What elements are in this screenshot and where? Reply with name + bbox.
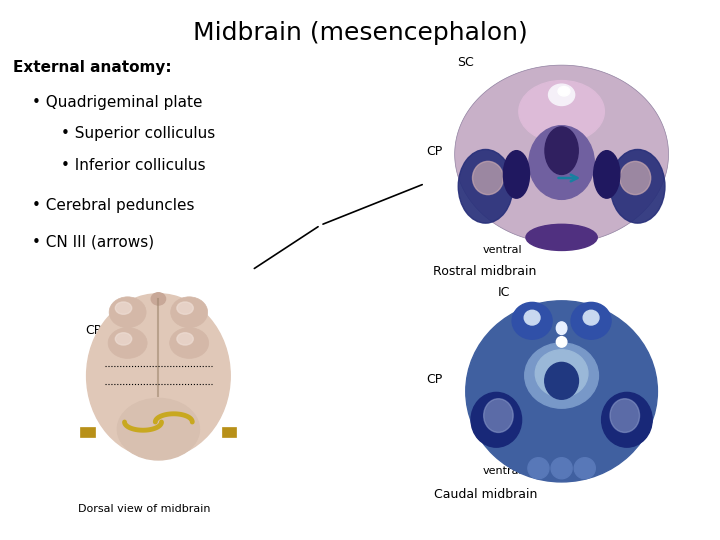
Ellipse shape	[519, 80, 604, 143]
Ellipse shape	[526, 224, 598, 251]
Ellipse shape	[117, 399, 199, 460]
Ellipse shape	[177, 302, 193, 314]
Text: ventral: ventral	[482, 245, 523, 255]
Ellipse shape	[524, 310, 540, 325]
Text: SC: SC	[457, 56, 474, 69]
Ellipse shape	[108, 328, 147, 359]
Ellipse shape	[171, 297, 207, 328]
Ellipse shape	[558, 86, 570, 96]
Bar	[222, 427, 236, 437]
Text: • CN III (arrows): • CN III (arrows)	[32, 234, 155, 249]
Text: External anatomy:: External anatomy:	[13, 60, 171, 75]
Bar	[81, 427, 95, 437]
Ellipse shape	[557, 322, 567, 334]
Text: Caudal midbrain: Caudal midbrain	[434, 488, 538, 501]
Ellipse shape	[472, 161, 503, 194]
Circle shape	[551, 458, 572, 479]
Polygon shape	[455, 65, 668, 244]
Ellipse shape	[484, 399, 513, 433]
Text: • Superior colliculus: • Superior colliculus	[61, 126, 215, 141]
Circle shape	[557, 336, 567, 347]
Circle shape	[575, 458, 595, 479]
Ellipse shape	[170, 328, 209, 359]
Text: ventral: ventral	[482, 466, 523, 476]
Ellipse shape	[512, 302, 552, 339]
Ellipse shape	[503, 151, 529, 198]
Ellipse shape	[458, 150, 513, 223]
Ellipse shape	[525, 343, 598, 408]
Ellipse shape	[545, 362, 578, 399]
Ellipse shape	[177, 333, 193, 345]
Ellipse shape	[543, 447, 580, 468]
Text: Midbrain (mesencephalon): Midbrain (mesencephalon)	[193, 21, 527, 44]
Text: • Inferior colliculus: • Inferior colliculus	[61, 158, 206, 173]
Text: CP: CP	[85, 324, 102, 337]
Ellipse shape	[611, 150, 665, 223]
Ellipse shape	[151, 293, 166, 305]
Text: • Cerebral peduncles: • Cerebral peduncles	[32, 198, 195, 213]
Ellipse shape	[545, 127, 578, 174]
Ellipse shape	[529, 126, 594, 199]
Text: IC: IC	[498, 286, 510, 299]
Ellipse shape	[594, 151, 620, 198]
Text: CP: CP	[426, 373, 443, 386]
Ellipse shape	[602, 393, 652, 447]
Text: Rostral midbrain: Rostral midbrain	[433, 265, 536, 278]
Ellipse shape	[115, 302, 132, 314]
Ellipse shape	[109, 297, 146, 328]
Ellipse shape	[535, 350, 588, 397]
Ellipse shape	[86, 294, 230, 458]
Ellipse shape	[115, 333, 132, 345]
Ellipse shape	[549, 84, 575, 105]
Text: • Quadrigeminal plate: • Quadrigeminal plate	[32, 95, 203, 110]
Text: CP: CP	[426, 145, 443, 158]
Ellipse shape	[583, 310, 599, 325]
Ellipse shape	[610, 399, 639, 433]
Circle shape	[528, 458, 549, 479]
Ellipse shape	[571, 302, 611, 339]
Ellipse shape	[466, 301, 657, 482]
Text: Dorsal view of midbrain: Dorsal view of midbrain	[78, 504, 210, 514]
Ellipse shape	[471, 393, 521, 447]
Ellipse shape	[620, 161, 651, 194]
